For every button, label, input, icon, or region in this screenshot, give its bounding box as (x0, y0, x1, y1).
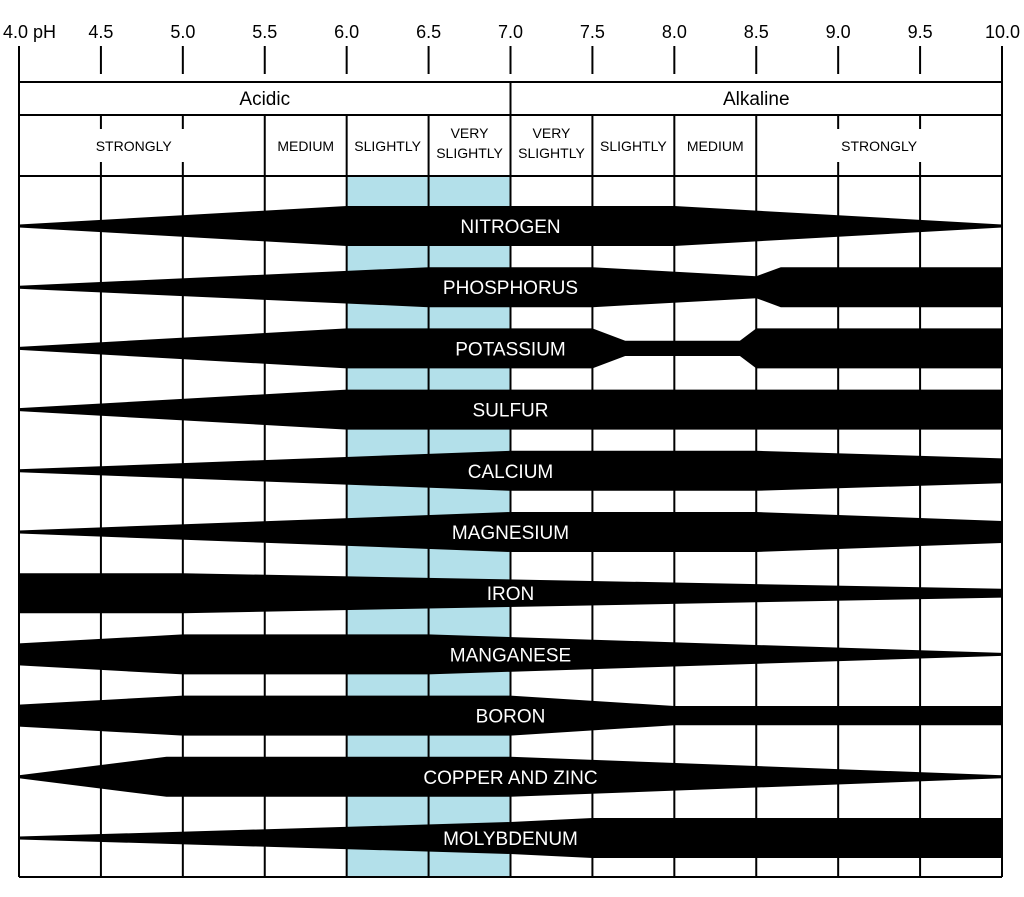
nutrient-band-copper-and-zinc: COPPER AND ZINC (19, 756, 1002, 797)
ph-tick-label: 5.0 (170, 22, 195, 42)
nutrient-label: CALCIUM (468, 462, 554, 483)
nutrient-band-phosphorus: PHOSPHORUS (19, 267, 1002, 308)
ph-tick-labels: 4.0 pH 4.5 5.0 5.5 6.0 6.5 7.0 7.5 8.0 8.5 9.0 9.5 1… (3, 22, 1020, 42)
ph-tick-label: 4.0 pH (3, 22, 56, 42)
nutrient-label: MAGNESIUM (452, 523, 569, 544)
nutrient-band-sulfur: SULFUR (19, 389, 1002, 430)
nutrient-label: SULFUR (472, 401, 548, 422)
nutrient-band-molybdenum: MOLYBDENUM (19, 818, 1002, 858)
ph-classification-header: Acidic Alkaline STRONGLY MEDIUM SLIGHTLY VERY… (18, 81, 1003, 177)
nutrient-band-iron: IRON (19, 573, 1002, 614)
ph-tick-label: 9.0 (826, 22, 851, 42)
nutrient-band-calcium: CALCIUM (19, 450, 1002, 491)
ph-tick-label: 5.5 (252, 22, 277, 42)
subclass-label: SLIGHTLY (518, 145, 585, 161)
ph-tick-label: 8.5 (744, 22, 769, 42)
subclass-label: MEDIUM (687, 138, 744, 154)
nutrient-band-shape (19, 267, 1002, 308)
subclass-label: STRONGLY (96, 138, 173, 154)
subclass-label: VERY (533, 125, 572, 141)
nutrient-label: MANGANESE (450, 645, 571, 666)
ph-tick-label: 9.5 (908, 22, 933, 42)
nutrient-band-shape (19, 512, 1002, 552)
nutrient-band-shape (19, 818, 1002, 858)
nutrient-band-boron: BORON (19, 695, 1002, 736)
nutrient-label: MOLYBDENUM (443, 829, 578, 850)
subclass-label: MEDIUM (277, 138, 334, 154)
nutrient-label: POTASSIUM (455, 339, 566, 360)
class-label-acidic: Acidic (239, 89, 290, 110)
subclass-label: VERY (451, 125, 490, 141)
nutrient-label: NITROGEN (460, 217, 560, 238)
nutrient-band-magnesium: MAGNESIUM (19, 512, 1002, 552)
nutrient-bands: NITROGEN PHOSPHORUS POTASSIUM SULFUR CALCIUM… (19, 206, 1002, 858)
nutrient-band-shape (19, 634, 1002, 675)
nutrient-band-shape (19, 450, 1002, 491)
ph-tick-label: 7.0 (498, 22, 523, 42)
ph-tick-label: 10.0 (985, 22, 1020, 42)
ph-tick-label: 6.5 (416, 22, 441, 42)
nutrient-band-manganese: MANGANESE (19, 634, 1002, 675)
nutrient-band-shape (19, 573, 1002, 614)
ph-tick-label: 8.0 (662, 22, 687, 42)
subclass-label: STRONGLY (841, 138, 918, 154)
nutrient-band-shape (19, 389, 1002, 430)
nutrient-band-shape (19, 328, 1002, 369)
subclass-label: SLIGHTLY (436, 145, 503, 161)
nutrient-label: COPPER AND ZINC (423, 768, 597, 789)
nutrient-label: IRON (487, 584, 535, 605)
nutrient-band-potassium: POTASSIUM (19, 328, 1002, 369)
nutrient-label: PHOSPHORUS (443, 278, 578, 299)
ph-tick-label: 6.0 (334, 22, 359, 42)
nutrient-band-nitrogen: NITROGEN (19, 206, 1002, 246)
nutrient-band-shape (19, 206, 1002, 246)
subclass-label: SLIGHTLY (600, 138, 667, 154)
ph-tick-label: 7.5 (580, 22, 605, 42)
nutrient-label: BORON (476, 707, 546, 728)
nutrient-band-shape (19, 695, 1002, 736)
chart-frame (18, 46, 1003, 878)
subclass-label: SLIGHTLY (354, 138, 421, 154)
nutrient-band-shape (19, 756, 1002, 797)
class-label-alkaline: Alkaline (723, 89, 790, 110)
ph-tick-label: 4.5 (88, 22, 113, 42)
